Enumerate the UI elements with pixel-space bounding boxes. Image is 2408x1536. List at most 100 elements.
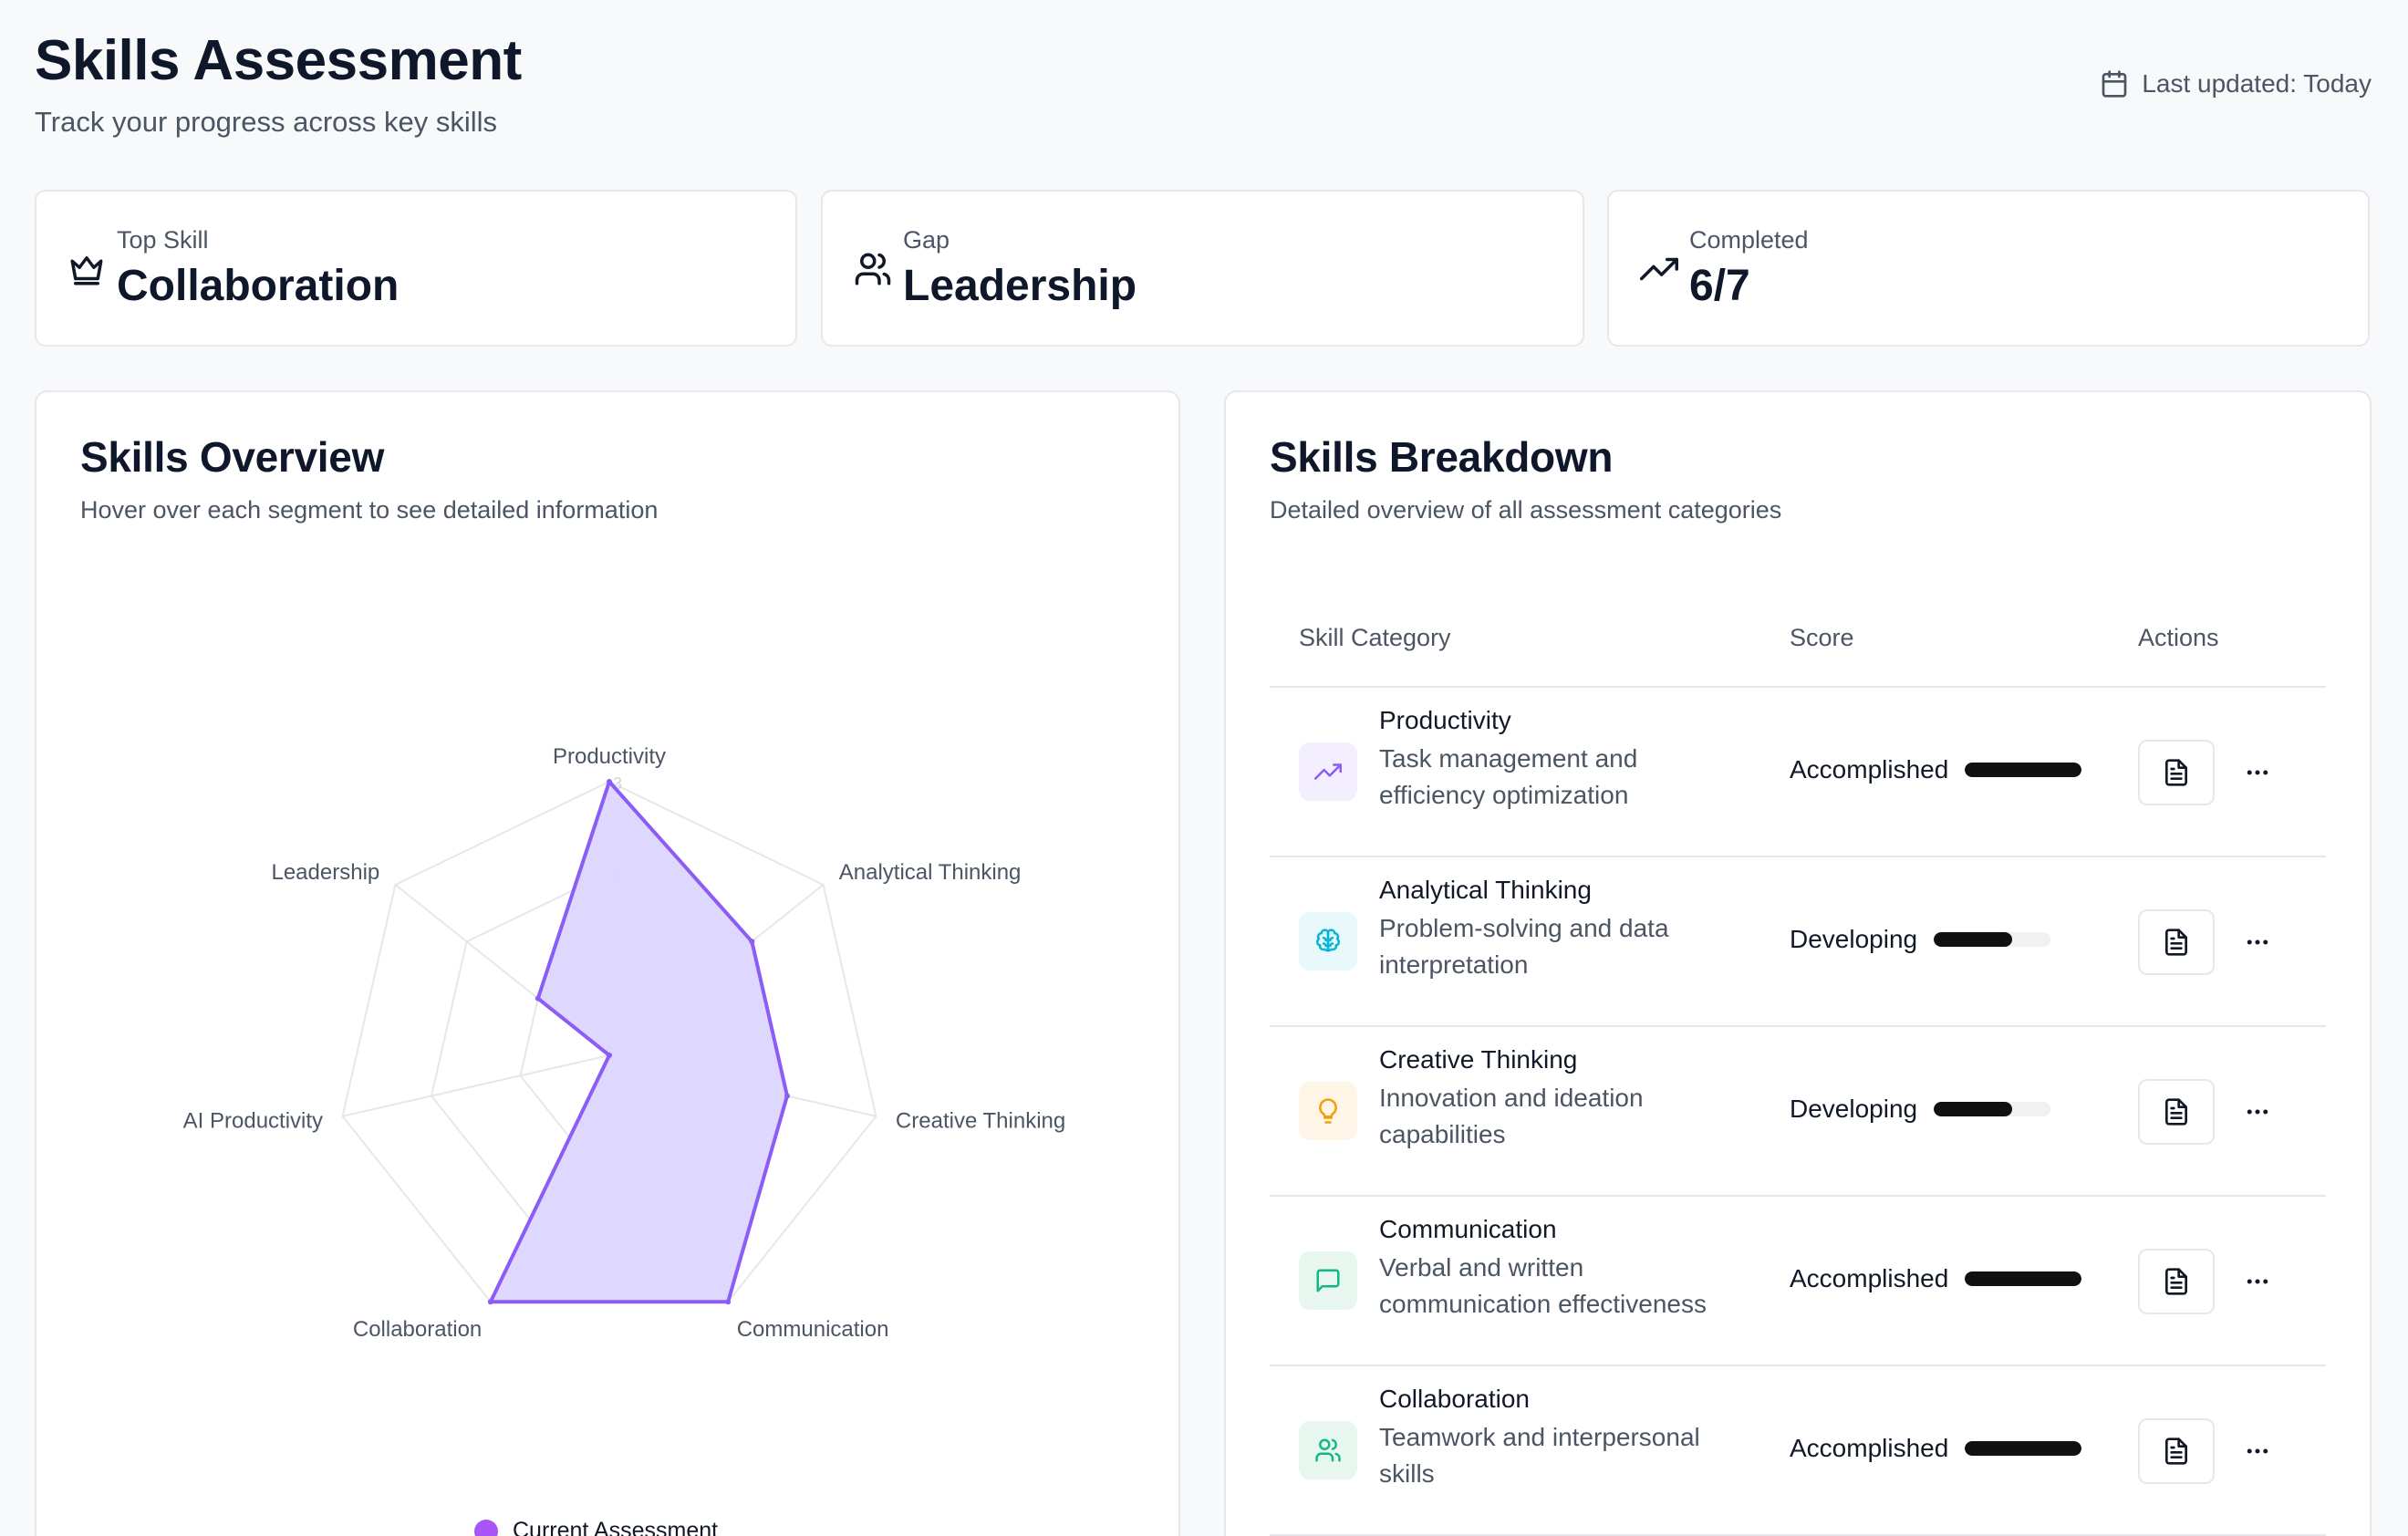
category-icon-container xyxy=(1299,912,1357,970)
grid-spoke xyxy=(342,1054,610,1117)
stat-value: 6/7 xyxy=(1689,262,1750,310)
stat-value: Leadership xyxy=(903,262,1137,310)
trending-up-icon xyxy=(1640,257,1678,281)
skills-breakdown-panel: Skills Breakdown Detailed overview of al… xyxy=(1224,390,2372,1536)
category-icon-container xyxy=(1299,1082,1357,1140)
category-icon-container xyxy=(1299,1421,1357,1479)
stat-label: Completed xyxy=(1689,226,1809,254)
data-point-leadership[interactable] xyxy=(535,995,541,1002)
view-details-button[interactable] xyxy=(2138,1418,2215,1484)
score-label: Developing xyxy=(1790,1095,1918,1123)
data-point-communication[interactable] xyxy=(725,1299,732,1305)
axis-label-collaboration: Collaboration xyxy=(353,1317,482,1342)
view-details-button[interactable] xyxy=(2138,909,2215,975)
score-progress-fill xyxy=(1965,1441,2082,1456)
more-horizontal-icon xyxy=(2247,1109,2268,1115)
skills-table: Skill Category Score Actions Productivit… xyxy=(1270,597,2326,1536)
stat-card-top-skill: Top Skill Collaboration xyxy=(35,190,797,347)
table-row: Analytical Thinking Problem-solving and d… xyxy=(1270,857,2326,1027)
more-horizontal-icon xyxy=(2247,770,2268,775)
category-icon-container xyxy=(1299,742,1357,801)
page-title: Skills Assessment xyxy=(35,29,522,92)
axis-label-creative-thinking: Creative Thinking xyxy=(896,1109,1065,1134)
legend-label: Current Assessment xyxy=(513,1518,719,1536)
column-header-skill-category: Skill Category xyxy=(1299,624,1451,651)
view-details-button[interactable] xyxy=(2138,1079,2215,1145)
axis-label-communication: Communication xyxy=(737,1317,889,1342)
data-point-ai-productivity[interactable] xyxy=(607,1053,612,1058)
score-progress-bar xyxy=(1965,1441,2082,1456)
breakdown-subtitle: Detailed overview of all assessment cate… xyxy=(1270,496,1782,524)
file-text-icon xyxy=(2165,1268,2187,1295)
skills-overview-panel: Skills Overview Hover over each segment … xyxy=(35,390,1180,1536)
axis-label-productivity: Productivity xyxy=(553,744,666,769)
skill-description: Task management and efficiency optimizat… xyxy=(1379,744,1638,809)
view-details-button[interactable] xyxy=(2138,740,2215,805)
legend-swatch xyxy=(474,1519,498,1536)
table-header: Skill Category Score Actions xyxy=(1270,597,2326,688)
column-header-actions: Actions xyxy=(2138,624,2219,651)
last-updated: Last updated: Today xyxy=(2100,69,2372,99)
page-header: Skills Assessment Track your progress ac… xyxy=(35,27,2372,146)
trending-up-icon xyxy=(1314,763,1342,780)
page-subtitle: Track your progress across key skills xyxy=(35,106,498,138)
users-icon xyxy=(1315,1438,1341,1462)
score-progress-bar xyxy=(1965,763,2082,777)
data-point-creative-thinking[interactable] xyxy=(784,1093,790,1099)
stat-card-completed: Completed 6/7 xyxy=(1607,190,2370,347)
axis-label-ai-productivity: AI Productivity xyxy=(183,1109,323,1134)
skill-name: Communication xyxy=(1379,1215,1557,1243)
skill-name: Productivity xyxy=(1379,706,1511,734)
data-point-analytical-thinking[interactable] xyxy=(749,939,755,945)
more-options-button[interactable] xyxy=(2229,1253,2286,1310)
score-label: Accomplished xyxy=(1790,1264,1949,1292)
score-cell: Accomplished xyxy=(1790,1264,2082,1293)
view-details-button[interactable] xyxy=(2138,1249,2215,1314)
table-row: Creative Thinking Innovation and ideation… xyxy=(1270,1027,2326,1197)
score-label: Accomplished xyxy=(1790,755,1949,784)
more-options-button[interactable] xyxy=(2229,1423,2286,1479)
skill-description: Innovation and ideation capabilities xyxy=(1379,1084,1644,1148)
data-point-productivity[interactable] xyxy=(607,779,612,784)
score-label: Developing xyxy=(1790,925,1918,953)
skill-name: Creative Thinking xyxy=(1379,1045,1578,1074)
stat-card-gap: Gap Leadership xyxy=(821,190,1584,347)
skill-name: Analytical Thinking xyxy=(1379,876,1592,904)
stat-label: Gap xyxy=(903,226,950,254)
file-text-icon xyxy=(2165,1098,2187,1126)
table-row: Communication Verbal and written communic… xyxy=(1270,1197,2326,1366)
score-label: Accomplished xyxy=(1790,1434,1949,1462)
radar-chart[interactable]: 123ProductivityAnalytical ThinkingCreati… xyxy=(36,392,1182,1536)
radar-tick-label: 3 xyxy=(613,774,622,793)
skill-name: Collaboration xyxy=(1379,1385,1530,1413)
message-square-icon xyxy=(1316,1269,1340,1292)
axis-label-leadership: Leadership xyxy=(271,860,379,885)
series-area-current-assessment[interactable] xyxy=(488,780,789,1304)
overview-subtitle: Hover over each segment to see detailed … xyxy=(80,496,659,524)
more-options-button[interactable] xyxy=(2229,914,2286,970)
lightbulb-icon xyxy=(1319,1098,1337,1124)
more-horizontal-icon xyxy=(2247,939,2268,945)
score-progress-bar xyxy=(1934,932,2051,947)
skill-description: Problem-solving and data interpretation xyxy=(1379,914,1669,979)
skill-description: Verbal and written communication effecti… xyxy=(1379,1253,1707,1318)
overview-title: Skills Overview xyxy=(80,433,385,481)
more-options-button[interactable] xyxy=(2229,1084,2286,1140)
more-horizontal-icon xyxy=(2247,1279,2268,1284)
score-progress-fill xyxy=(1965,1271,2082,1286)
table-row: Productivity Task management and efficien… xyxy=(1270,688,2326,857)
axis-label-analytical-thinking: Analytical Thinking xyxy=(839,860,1022,885)
chart-legend[interactable]: Current Assessment xyxy=(474,1518,718,1536)
data-point-collaboration[interactable] xyxy=(487,1299,493,1305)
calendar-icon xyxy=(2102,70,2127,98)
file-text-icon xyxy=(2165,759,2187,786)
breakdown-title: Skills Breakdown xyxy=(1270,433,1614,481)
score-cell: Developing xyxy=(1790,1095,2051,1124)
stat-label: Top Skill xyxy=(117,226,209,254)
more-options-button[interactable] xyxy=(2229,744,2286,801)
table-row: Collaboration Teamwork and interpersonal … xyxy=(1270,1366,2326,1536)
score-progress-fill xyxy=(1965,763,2082,777)
score-cell: Accomplished xyxy=(1790,755,2082,784)
score-progress-bar xyxy=(1934,1102,2051,1116)
score-cell: Developing xyxy=(1790,925,2051,954)
